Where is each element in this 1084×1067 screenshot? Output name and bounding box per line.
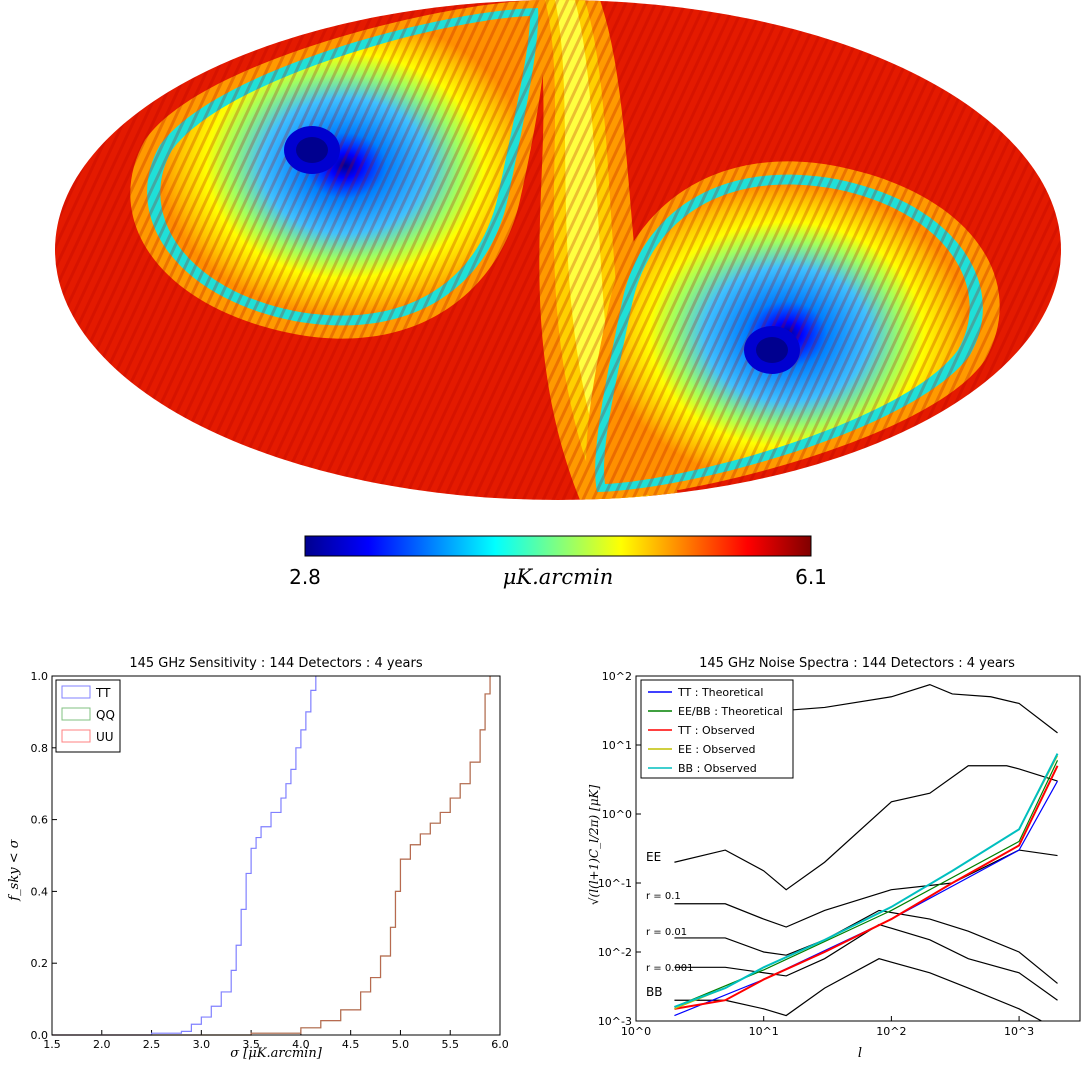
sensitivity-legend: TT QQ UU — [55, 679, 121, 753]
legend-label: BB : Observed — [678, 762, 757, 775]
x-tick-label: 2.0 — [93, 1038, 111, 1051]
legend-swatch-tt — [61, 685, 91, 699]
legend-label: EE/BB : Theoretical — [678, 705, 783, 718]
legend-swatch-qq — [61, 707, 91, 721]
theory-curve — [674, 849, 1058, 928]
legend-swatch-uu — [61, 729, 91, 743]
y-tick-label: 10^-2 — [598, 946, 632, 959]
x-tick-label: 10^3 — [1004, 1025, 1034, 1038]
noise-spectra-chart: 145 GHz Noise Spectra : 144 Detectors : … — [587, 656, 1081, 1061]
y-tick-label: 10^1 — [602, 739, 632, 752]
y-tick-label: 0.6 — [31, 814, 49, 827]
legend-label-uu: UU — [96, 730, 114, 744]
noise-chart-ylabel: √(l(l+1)C_l/2π) [μK] — [587, 785, 601, 906]
x-tick-label: 5.5 — [441, 1038, 459, 1051]
x-tick-label: 4.0 — [292, 1038, 310, 1051]
series-tt-line — [52, 676, 317, 1036]
x-tick-label: 5.0 — [392, 1038, 410, 1051]
x-tick-label: 2.5 — [143, 1038, 161, 1051]
theory-curve — [674, 923, 1058, 1001]
x-tick-label: 3.0 — [193, 1038, 211, 1051]
sensitivity-chart-ylabel: f_sky < σ — [7, 838, 22, 901]
sensitivity-chart: 145 GHz Sensitivity : 144 Detectors : 4 … — [7, 656, 509, 1061]
theory-curve — [674, 909, 1058, 984]
legend-label: EE : Observed — [678, 743, 756, 756]
legend-label: TT : Observed — [677, 724, 755, 737]
x-tick-label: 10^1 — [749, 1025, 779, 1038]
series-tt-theoreticalline — [674, 780, 1059, 1017]
sky-map — [55, 0, 1061, 500]
y-tick-label: 10^-1 — [598, 877, 632, 890]
colorbar-min-label: 2.8 — [289, 565, 321, 589]
y-tick-label: 0.2 — [31, 957, 49, 970]
noise-legend: TT : Theoretical EE/BB : Theoretical TT : … — [640, 679, 794, 779]
series-ee-observedline — [674, 755, 1059, 1010]
x-tick-label: 4.5 — [342, 1038, 360, 1051]
theory-curve — [674, 765, 1058, 891]
x-tick-label: 1.5 — [43, 1038, 61, 1051]
y-tick-label: 10^-3 — [598, 1015, 632, 1028]
y-tick-label: 10^2 — [602, 670, 632, 683]
theory-curve — [674, 958, 1042, 1022]
x-tick-label: 10^0 — [621, 1025, 651, 1038]
colorbar-max-label: 6.1 — [795, 565, 827, 589]
x-tick-label: 3.5 — [242, 1038, 260, 1051]
x-tick-label: 10^2 — [876, 1025, 906, 1038]
series-tt-observedline — [674, 765, 1059, 1010]
annotation-ee: EE — [646, 850, 661, 864]
x-tick-label: 6.0 — [491, 1038, 509, 1051]
y-tick-label: 0.0 — [31, 1029, 49, 1042]
y-tick-label: 0.8 — [31, 742, 49, 755]
colorbar-unit-label: μK.arcmin — [503, 565, 614, 589]
sensitivity-chart-xlabel: σ [μK.arcmin] — [230, 1046, 322, 1061]
annotation-r-0-1: r = 0.1 — [646, 891, 681, 902]
series-uu-line — [52, 676, 491, 1036]
colorbar: 2.8 6.1 μK.arcmin — [289, 535, 827, 589]
annotation-r-0-001: r = 0.001 — [646, 963, 693, 974]
series-ee-bb-theoreticalline — [674, 760, 1059, 1008]
legend-label-qq: QQ — [96, 708, 115, 722]
y-tick-label: 10^0 — [602, 808, 632, 821]
series-bb-observedline — [674, 753, 1059, 1008]
legend-label-tt: TT — [95, 686, 111, 700]
sensitivity-chart-title: 145 GHz Sensitivity : 144 Detectors : 4 … — [129, 656, 422, 671]
noise-chart-title: 145 GHz Noise Spectra : 144 Detectors : … — [699, 656, 1015, 671]
noise-chart-xlabel: l — [858, 1046, 862, 1061]
annotation-bb: BB — [646, 985, 662, 999]
annotation-r-0-01: r = 0.01 — [646, 927, 687, 938]
legend-label: TT : Theoretical — [677, 686, 763, 699]
y-tick-label: 0.4 — [31, 885, 49, 898]
y-tick-label: 1.0 — [31, 670, 49, 683]
